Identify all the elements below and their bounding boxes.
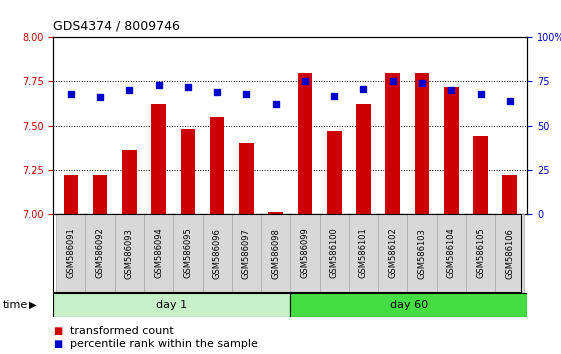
Bar	[173, 214, 203, 292]
Text: GSM586095: GSM586095	[183, 228, 192, 279]
Text: GSM586100: GSM586100	[330, 228, 339, 279]
Text: GDS4374 / 8009746: GDS4374 / 8009746	[53, 19, 180, 33]
Text: transformed count: transformed count	[70, 326, 174, 336]
Text: percentile rank within the sample: percentile rank within the sample	[70, 339, 258, 349]
Text: GSM586093: GSM586093	[125, 228, 134, 279]
Text: GSM586091: GSM586091	[66, 228, 75, 279]
Text: day 60: day 60	[390, 300, 428, 310]
Bar	[268, 212, 283, 214]
Bar	[115, 214, 144, 292]
Bar	[495, 214, 525, 292]
Text: GSM586092: GSM586092	[95, 228, 104, 279]
Bar	[261, 214, 290, 292]
Text: GSM586099: GSM586099	[301, 228, 310, 279]
Bar	[298, 73, 312, 214]
Bar	[144, 214, 173, 292]
Bar	[63, 175, 78, 214]
Bar	[290, 293, 527, 317]
Text: GSM586094: GSM586094	[154, 228, 163, 279]
Text: day 1: day 1	[157, 300, 187, 310]
Bar	[93, 175, 107, 214]
Bar	[56, 214, 85, 292]
Bar	[356, 104, 371, 214]
Bar	[232, 214, 261, 292]
Bar	[473, 136, 488, 214]
Text: GSM586102: GSM586102	[388, 228, 397, 279]
Text: time: time	[3, 300, 28, 310]
Text: GSM586105: GSM586105	[476, 228, 485, 279]
Text: ■: ■	[53, 326, 62, 336]
Bar	[210, 117, 224, 214]
Bar	[415, 73, 429, 214]
Bar	[53, 293, 290, 317]
Text: GSM586098: GSM586098	[271, 228, 280, 279]
Bar	[85, 214, 115, 292]
Bar	[503, 175, 517, 214]
Bar	[320, 214, 349, 292]
Bar	[122, 150, 137, 214]
Text: GSM586103: GSM586103	[417, 228, 426, 279]
Bar	[151, 104, 166, 214]
Text: GSM586106: GSM586106	[505, 228, 514, 279]
Bar	[378, 214, 407, 292]
Bar	[327, 131, 342, 214]
Text: ▶: ▶	[29, 300, 36, 310]
Bar	[385, 73, 400, 214]
Text: GSM586101: GSM586101	[359, 228, 368, 279]
Bar	[203, 214, 232, 292]
Bar	[239, 143, 254, 214]
Bar	[407, 214, 436, 292]
Text: GSM586097: GSM586097	[242, 228, 251, 279]
Text: GSM586096: GSM586096	[213, 228, 222, 279]
Bar	[436, 214, 466, 292]
Bar	[444, 87, 458, 214]
Bar	[291, 214, 320, 292]
Bar	[349, 214, 378, 292]
Bar	[181, 129, 195, 214]
Text: ■: ■	[53, 339, 62, 349]
Bar	[466, 214, 495, 292]
Text: GSM586104: GSM586104	[447, 228, 456, 279]
